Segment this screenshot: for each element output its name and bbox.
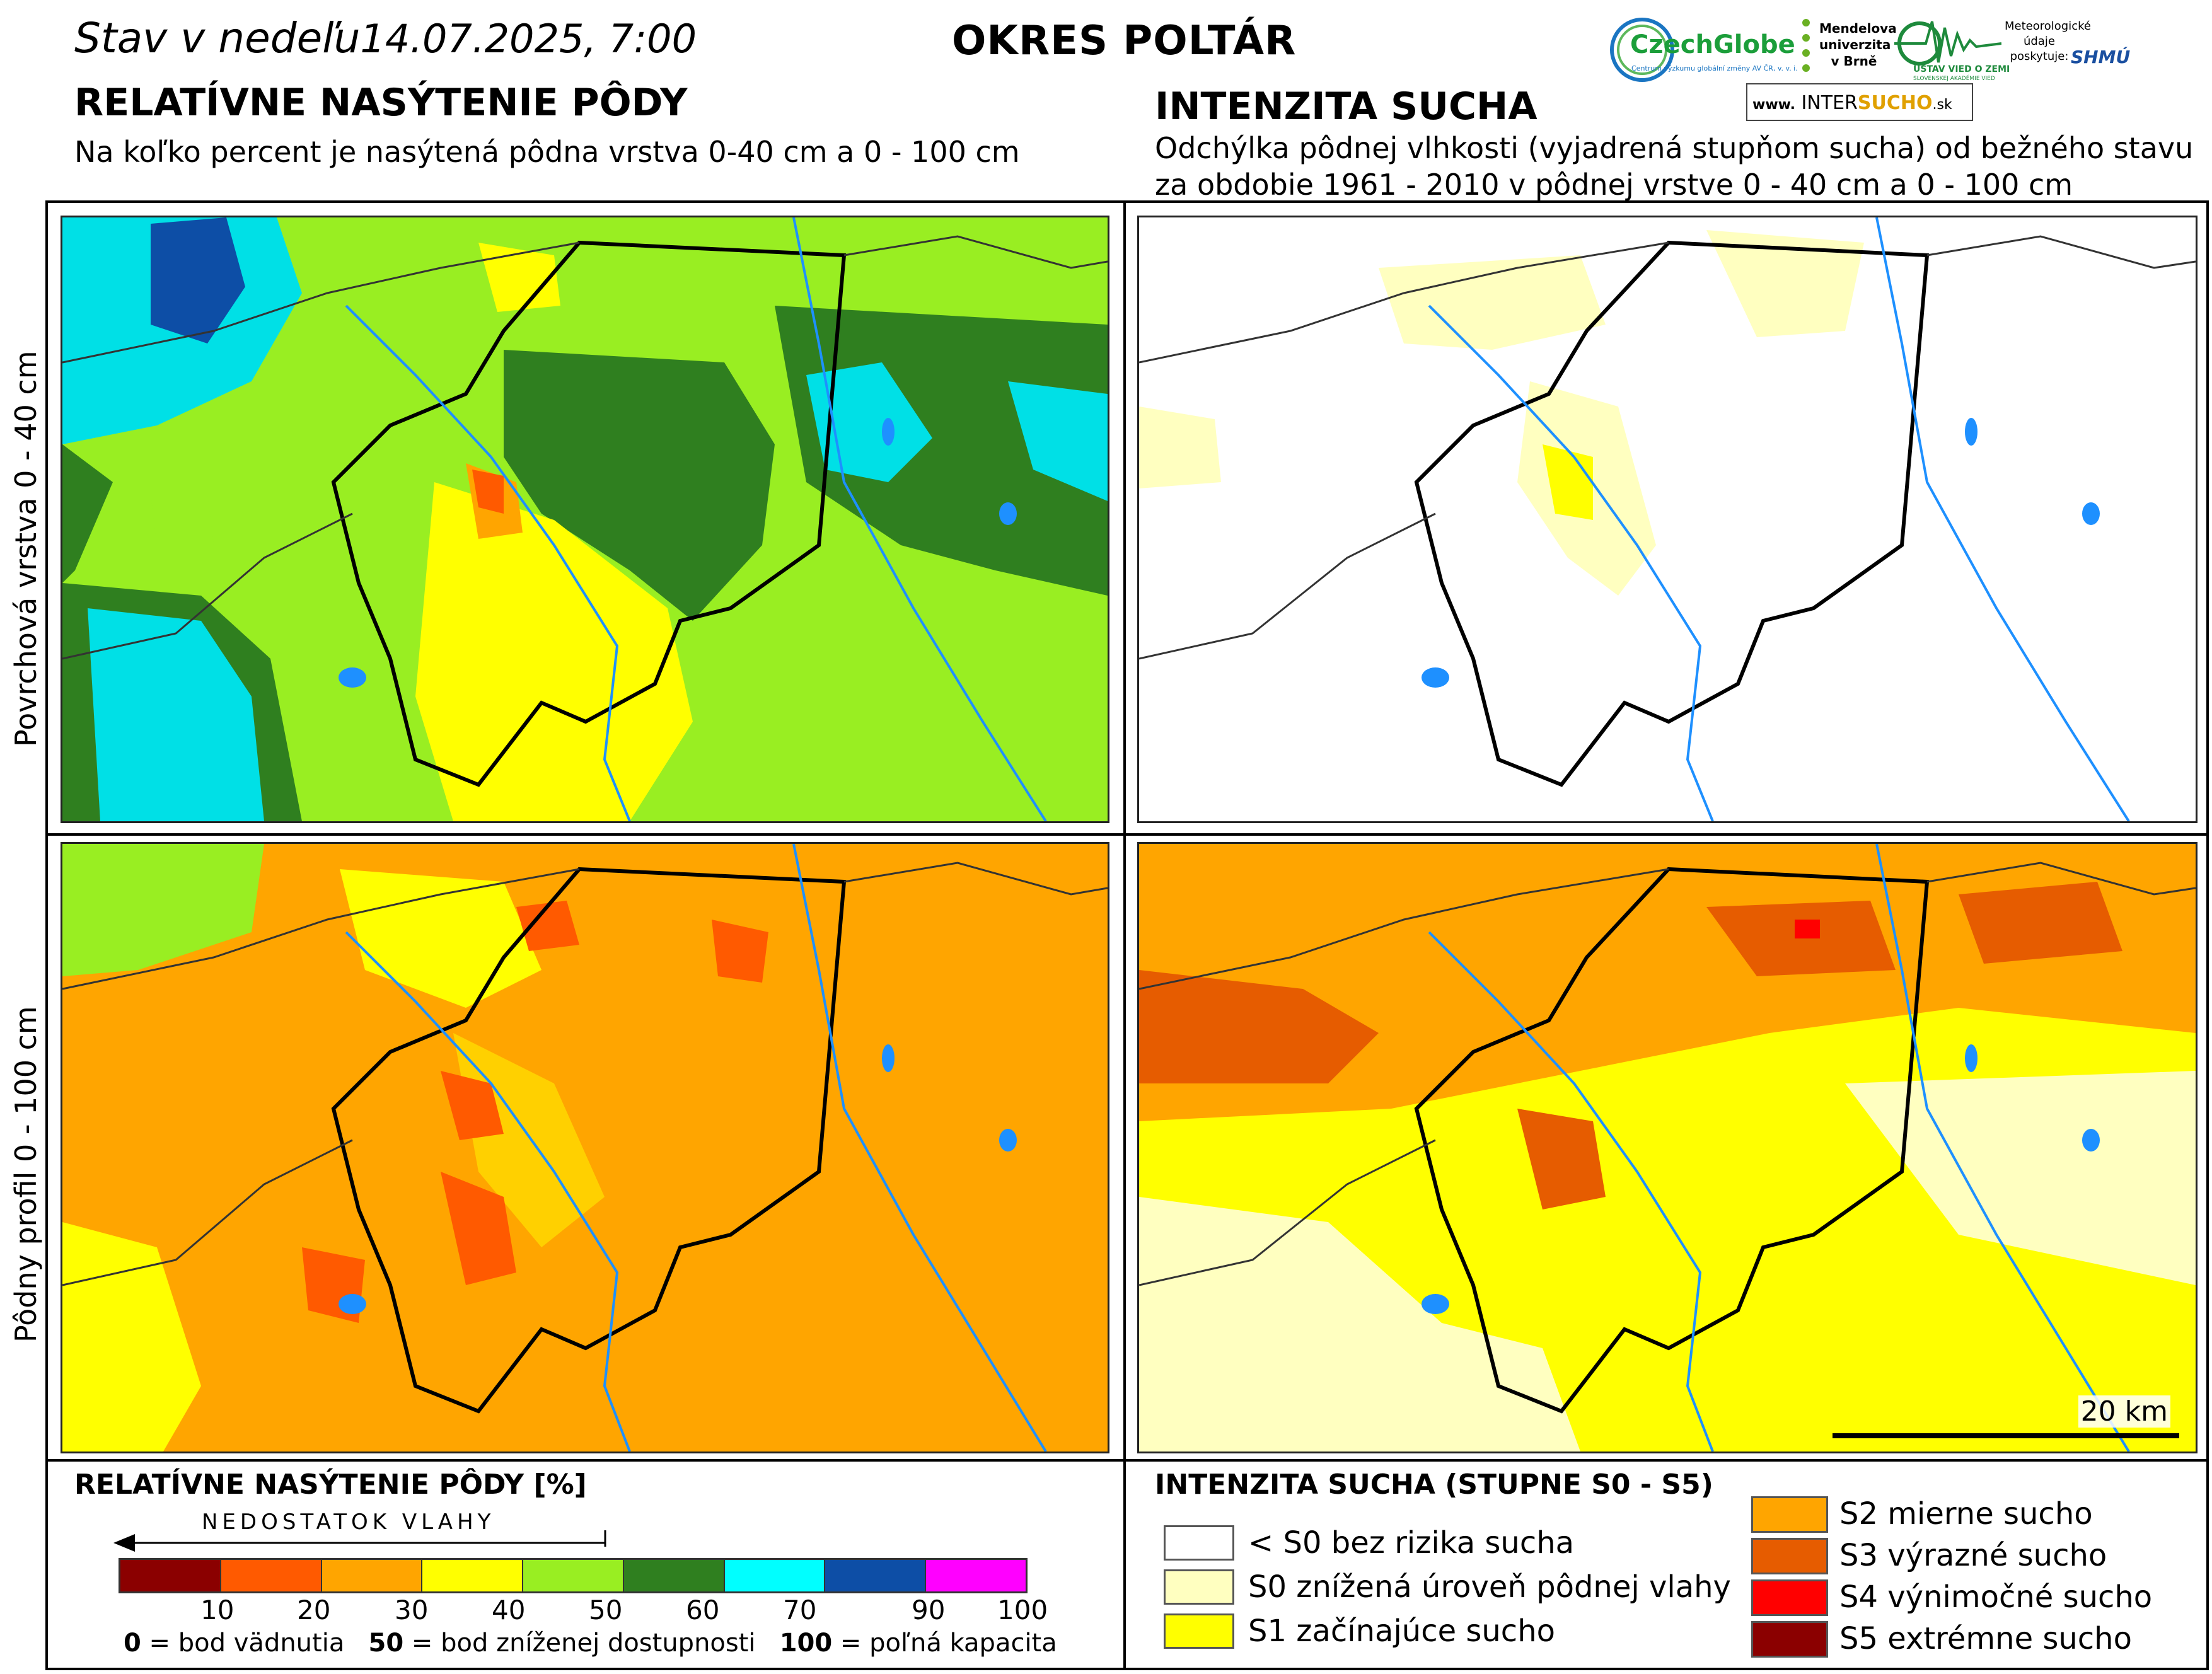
- color-swatch-40-50: [523, 1560, 624, 1591]
- drought-swatch-s0: [1164, 1569, 1234, 1605]
- scale-bar-label: 20 km: [2078, 1395, 2170, 1428]
- drought-swatch-s1: [1164, 1613, 1234, 1649]
- tick-70: 70: [783, 1595, 817, 1625]
- map-profile-drought-svg: [1139, 844, 2196, 1452]
- intersucho-a: INTER: [1801, 92, 1858, 114]
- saturation-legend-title: RELATÍVNE NASÝTENIE PÔDY [%]: [74, 1469, 587, 1501]
- drought-swatch-s5: [1751, 1621, 1828, 1658]
- note-50-text: = bod zníženej dostupnosti: [403, 1629, 756, 1658]
- color-swatch-70-90: [825, 1560, 927, 1591]
- saturation-subtitle: Na koľko percent je nasýtená pôdna vrstv…: [74, 135, 1020, 169]
- row-label-bottom: Pôdny profil 0 - 100 cm: [9, 1006, 43, 1342]
- drought-label-s2: S2 mierne sucho: [1839, 1496, 2093, 1532]
- mendel-logo: Mendelova univerzita v Brně: [1797, 15, 1897, 84]
- map-surface-saturation[interactable]: [61, 216, 1109, 823]
- color-swatch-0-10: [120, 1560, 221, 1591]
- district-title: OKRES POLTÁR: [952, 18, 1297, 64]
- tick-30: 30: [395, 1595, 429, 1625]
- drought-label-s4: S4 výnimočné sucho: [1839, 1579, 2153, 1615]
- outer-frame: [45, 200, 2209, 1670]
- drought-swatch-none: [1164, 1525, 1234, 1561]
- date-prefix: Stav v nedeľu: [74, 14, 361, 62]
- czechglobe-text: CzechGlobe: [1630, 30, 1795, 59]
- drought-subtitle-1: Odchýlka pôdnej vlhkosti (vyjadrená stup…: [1155, 131, 2194, 165]
- shmu-logo: SHMÚ: [2071, 47, 2131, 67]
- scale-bar-line: [1833, 1433, 2179, 1438]
- tick-100: 100: [997, 1595, 1048, 1625]
- intersucho-logo: www. INTERSUCHO.sk: [1746, 83, 1973, 121]
- legend-divider: [45, 1459, 2209, 1462]
- color-swatch-50-60: [623, 1560, 725, 1591]
- color-swatch-10-20: [221, 1560, 322, 1591]
- drought-swatch-s3: [1751, 1538, 1828, 1574]
- map-surface-drought-svg: [1139, 217, 2196, 821]
- tick-20: 20: [297, 1595, 331, 1625]
- vertical-divider: [1123, 200, 1126, 1670]
- note-100-text: = poľná kapacita: [832, 1629, 1057, 1658]
- drought-label-s1: S1 začínajúce sucho: [1248, 1613, 1555, 1649]
- tick-90: 90: [912, 1595, 946, 1625]
- tick-50: 50: [589, 1595, 623, 1625]
- middle-divider: [45, 833, 2209, 836]
- drought-label-s5: S5 extrémne sucho: [1839, 1621, 2132, 1656]
- tick-40: 40: [492, 1595, 526, 1625]
- color-swatch-60-70: [724, 1560, 826, 1591]
- row-label-top: Povrchová vrstva 0 - 40 cm: [9, 350, 43, 747]
- meteo-text: Meteorologické údaje poskytuje:: [2005, 20, 2091, 63]
- drought-swatch-s2: [1751, 1496, 1828, 1533]
- color-swatch-90-100: [926, 1560, 1026, 1591]
- intersucho-c: .sk: [1932, 97, 1952, 113]
- note-0-value: 0: [124, 1629, 141, 1658]
- drought-title: INTENZITA SUCHA: [1155, 84, 1537, 129]
- date-heading: Stav v nedeľu14.07.2025, 7:00: [74, 14, 697, 62]
- czechglobe-subtext: Centrum výzkumu globální změny AV ČR, v.…: [1631, 64, 1798, 72]
- saturation-legend-notes: 0 = bod vädnutia 50 = bod zníženej dostu…: [124, 1629, 1057, 1658]
- seismograph-icon: [1894, 21, 2002, 66]
- drought-label-none: < S0 bez rizika sucha: [1248, 1525, 1575, 1561]
- saturation-colorbar: [119, 1558, 1028, 1593]
- drought-label-s3: S3 výrazné sucho: [1839, 1538, 2107, 1573]
- map-surface-drought[interactable]: [1137, 216, 2198, 823]
- arrow-left-icon: [113, 1530, 606, 1552]
- map-profile-saturation[interactable]: [61, 842, 1109, 1453]
- drought-label-s0: S0 znížená úroveň pôdnej vlahy: [1248, 1569, 1731, 1605]
- color-swatch-20-30: [321, 1560, 423, 1591]
- note-50-value: 50: [368, 1629, 404, 1658]
- uvz-text: ÚSTAV VIED O ZEMI: [1913, 64, 2010, 74]
- czechglobe-globe-icon: [1610, 18, 1674, 82]
- uvz-logo: ÚSTAV VIED O ZEMI SLOVENSKEJ AKADÉMIE VI…: [1894, 15, 2010, 84]
- date-value: 14.07.2025, 7:00: [360, 16, 697, 62]
- saturation-title: RELATÍVNE NASÝTENIE PÔDY: [74, 81, 688, 125]
- drought-swatch-s4: [1751, 1579, 1828, 1616]
- tick-60: 60: [686, 1595, 720, 1625]
- map-profile-saturation-svg: [62, 844, 1108, 1452]
- partner-logos: CzechGlobe Centrum výzkumu globální změn…: [1607, 10, 2150, 124]
- map-profile-drought[interactable]: 20 km: [1137, 842, 2198, 1453]
- drought-legend-title: INTENZITA SUCHA (STUPNE S0 - S5): [1155, 1469, 1713, 1501]
- note-0-text: = bod vädnutia: [141, 1629, 345, 1658]
- drought-subtitle-2: za obdobie 1961 - 2010 v pôdnej vrstve 0…: [1155, 168, 2073, 202]
- intersucho-prefix: www.: [1752, 97, 1795, 113]
- czechglobe-logo: CzechGlobe Centrum výzkumu globální změn…: [1607, 15, 1798, 84]
- mendel-dots-icon: [1802, 19, 1810, 72]
- note-100-value: 100: [779, 1629, 833, 1658]
- tick-10: 10: [200, 1595, 235, 1625]
- intersucho-b: SUCHO: [1857, 92, 1933, 114]
- map-surface-saturation-svg: [62, 217, 1108, 821]
- color-swatch-30-40: [422, 1560, 524, 1591]
- arrow-label: NEDOSTATOK VLAHY: [202, 1509, 495, 1535]
- mendel-text: Mendelova univerzita v Brně: [1819, 21, 1897, 69]
- uvz-subtext: SLOVENSKEJ AKADÉMIE VIED: [1913, 76, 1995, 82]
